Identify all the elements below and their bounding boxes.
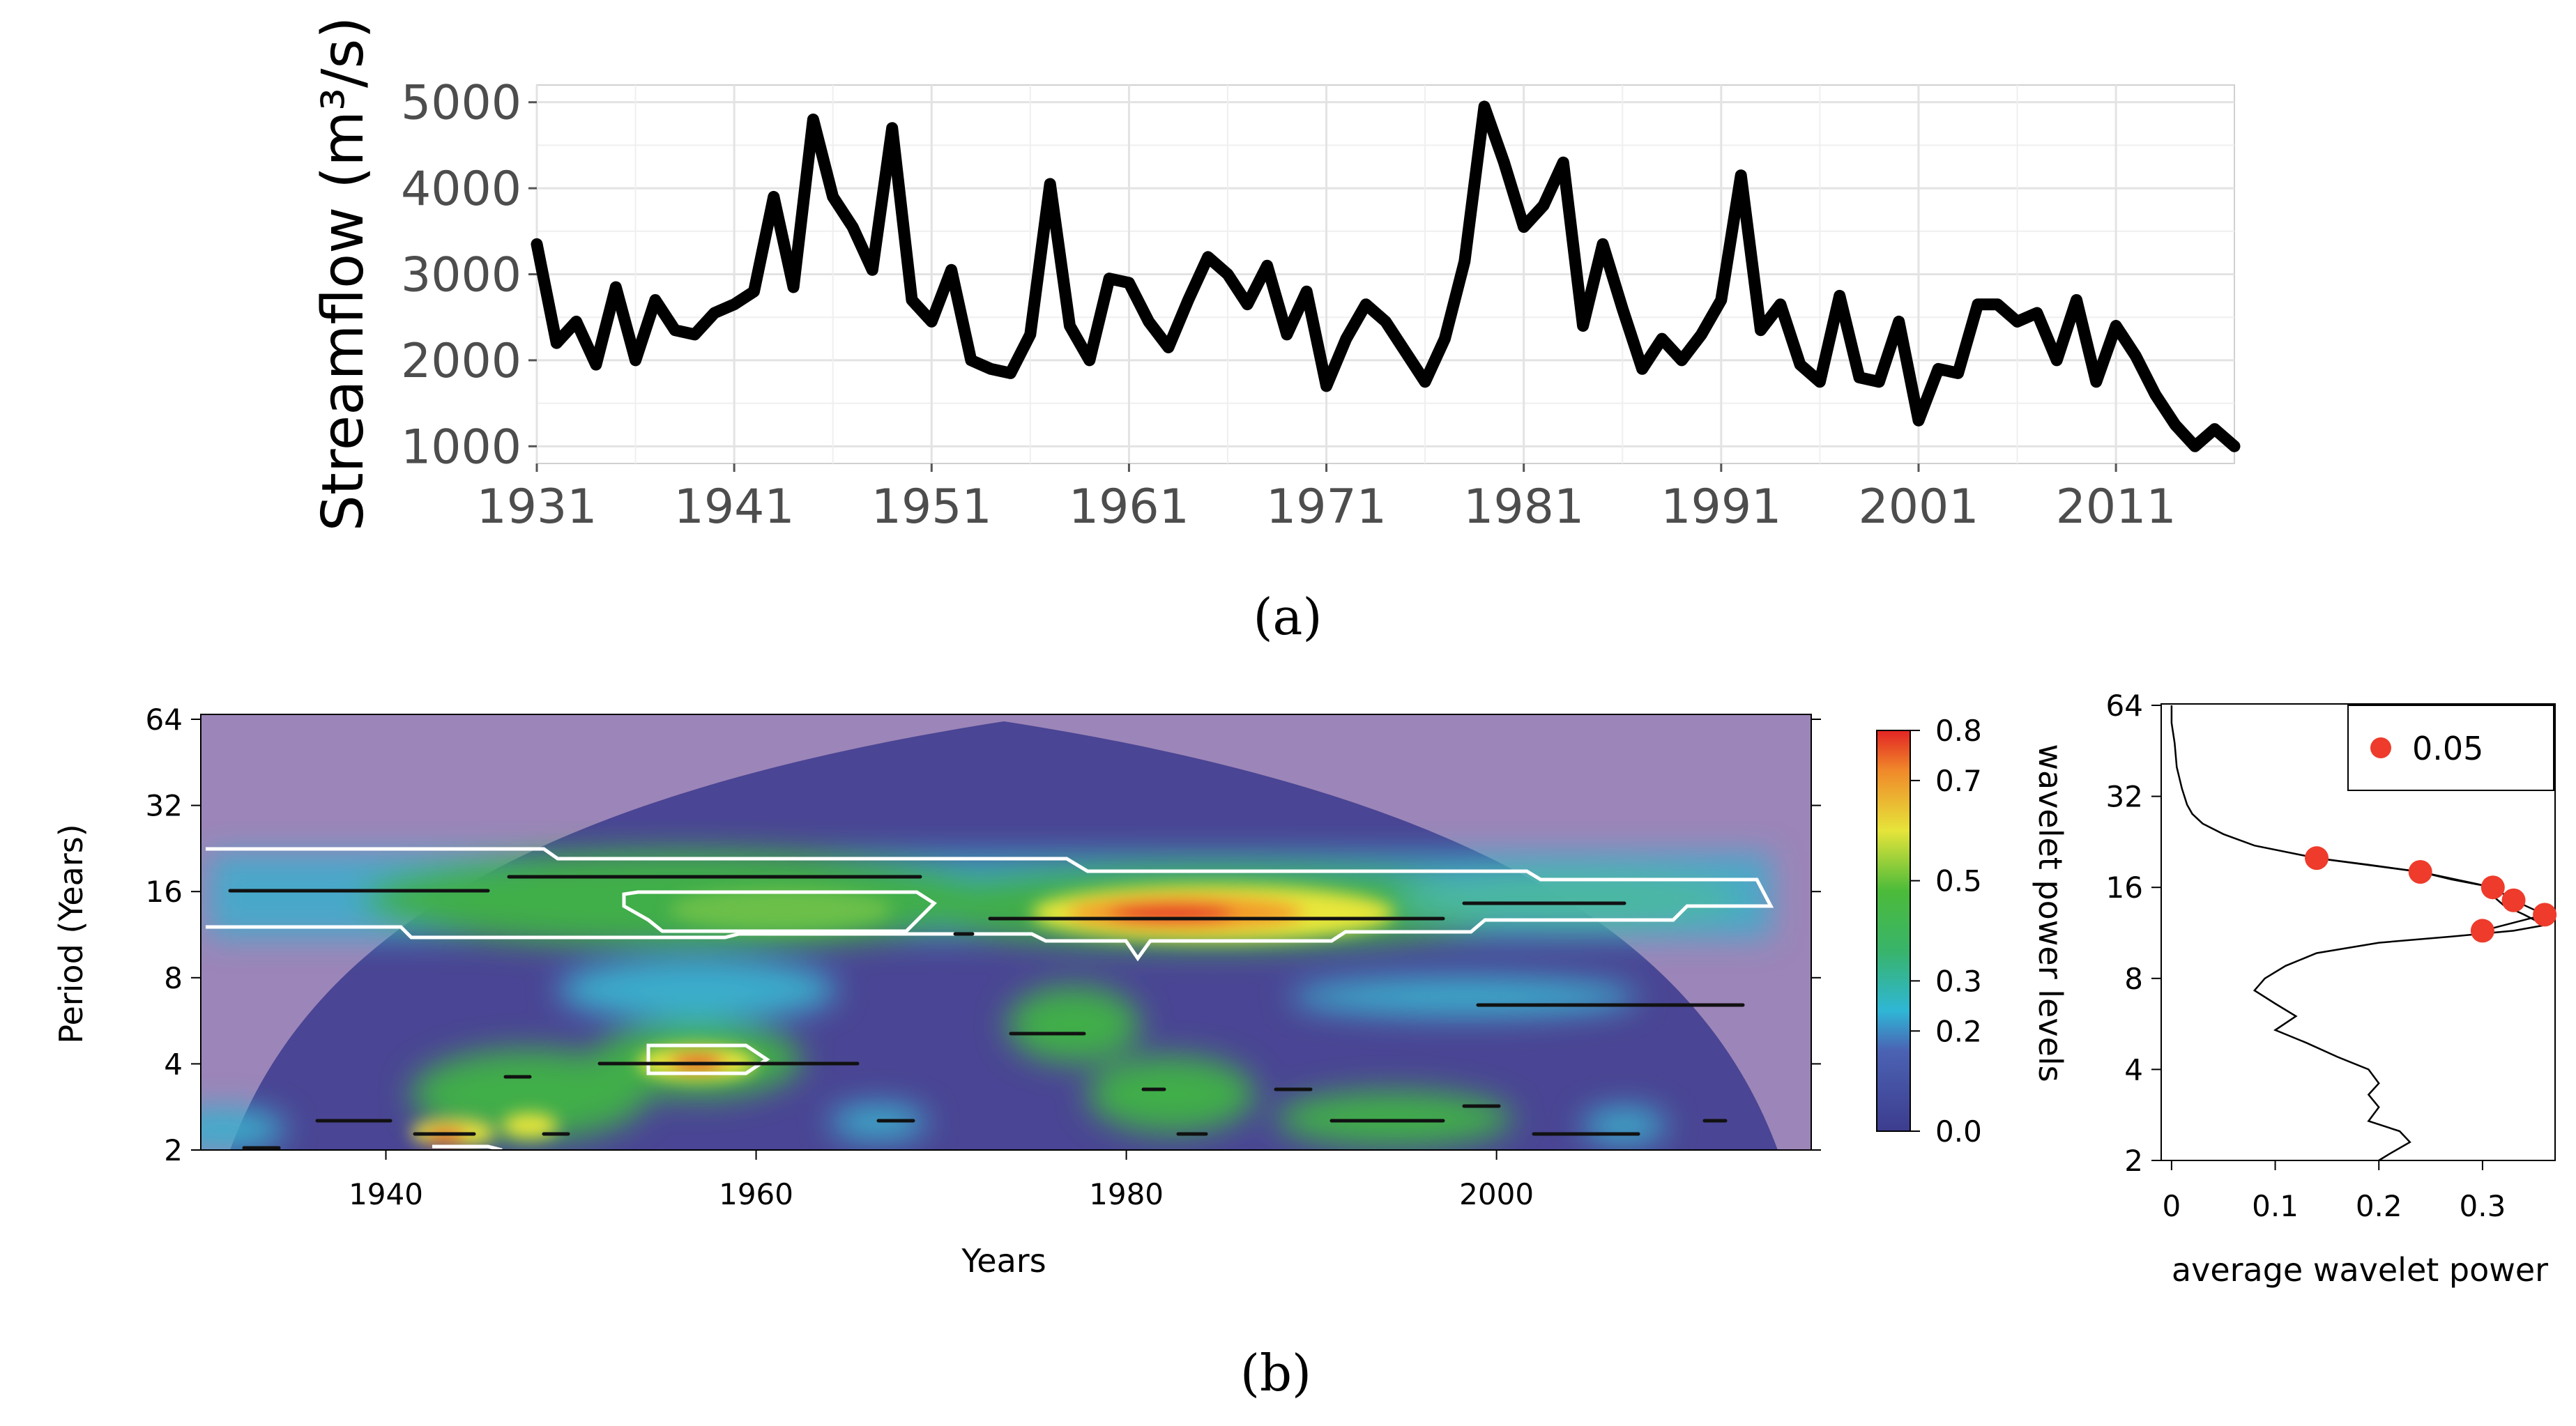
gws-y-tick-label: 4 [2124,1052,2143,1087]
gws-significant-point [2408,860,2432,884]
x-tick-label: 1941 [674,480,795,535]
ridge-lines [228,875,1745,1150]
heatmap-x-tick-label: 1980 [1089,1177,1164,1211]
x-tick-label: 1931 [476,480,597,535]
y-tick-label: 4000 [401,162,521,217]
x-tick-label: 1951 [871,480,992,535]
panel-b-heatmap: 2 4 8 16 32 64 1940 1960 1980 2000 Years Period … [52,703,1821,1280]
colorbar-tick-label: 0.7 [1935,764,1982,798]
heatmap-x-ticks: 1940 1960 1980 2000 [349,1150,1534,1211]
gws-significant-point [2470,919,2494,943]
heatmap-y-tick-label: 32 [146,789,183,823]
colorbar-tick-label: 0.8 [1935,714,1982,748]
gws-legend-marker [2370,737,2391,758]
x-tick-label: 1981 [1463,480,1584,535]
colorbar-ticks: 0.0 0.2 0.3 0.5 0.7 0.8 [1910,714,1982,1149]
colorbar-scale [1876,730,1911,1132]
heatmap-x-tick-label: 2000 [1459,1177,1534,1211]
gws-y-tick-label: 2 [2124,1144,2143,1178]
panel-a-ylabel: Streamflow (m³/s) [310,17,376,532]
y-tick-label: 2000 [401,334,521,389]
x-tick-label: 1971 [1266,480,1387,535]
panel-a: 1000 2000 3000 4000 5000 1931 1941 1951 1961 197… [310,17,2241,646]
gws-significant-point [2480,875,2505,900]
gws-y-tick-label: 64 [2106,689,2143,723]
gws-frame [2160,703,2556,1161]
panel-b-global-spectrum: 0.05 2 4 8 16 32 64 0 0.1 0.2 0.3 average wavele… [2106,689,2557,1289]
heatmap-y-tick-label: 4 [164,1047,183,1081]
gws-significant-points [2305,846,2557,943]
significance-contours [206,847,1774,1150]
heatmap-frame [200,714,1812,1151]
heatmap-y-tick-label: 8 [164,961,183,995]
heatmap-y-tick-label: 64 [146,703,183,737]
panel-b-label: (b) [1240,1344,1311,1402]
gws-significant-point [2501,888,2526,912]
y-tick-label: 3000 [401,248,521,303]
colorbar-label: wavelet power levels [2032,744,2069,1082]
colorbar-tick-label: 0.3 [1935,964,1982,998]
gws-y-tick-label: 8 [2124,962,2143,996]
heatmap-y-tick-label: 2 [164,1133,183,1167]
y-tick-label: 5000 [401,76,521,131]
gws-x-tick-label: 0 [2163,1189,2181,1223]
panel-a-label: (a) [1253,588,1322,646]
heatmap-y-ticks: 2 4 8 16 32 64 [146,703,1821,1167]
gws-x-tick-label: 0.2 [2356,1189,2402,1223]
heatmap-xlabel: Years [961,1242,1046,1280]
x-tick-label: 1961 [1069,480,1189,535]
gws-x-tick-label: 0.1 [2252,1189,2299,1223]
gws-significant-point [2305,846,2329,871]
gws-x-tick-label: 0.3 [2460,1189,2506,1223]
gws-xlabel: average wavelet power [2172,1251,2548,1289]
x-tick-label: 1991 [1661,480,1781,535]
colorbar: 0.0 0.2 0.3 0.5 0.7 0.8 wavelet power levels [1876,714,2069,1149]
x-tick-label: 2011 [2056,480,2177,535]
gws-x-ticks: 0 0.1 0.2 0.3 [2163,1160,2506,1223]
gws-y-ticks: 2 4 8 16 32 64 [2106,689,2161,1178]
gws-significant-point [2533,903,2557,927]
gws-legend-label: 0.05 [2412,730,2483,767]
gws-y-tick-label: 32 [2106,780,2143,814]
heatmap-x-tick-label: 1940 [349,1177,423,1211]
colorbar-tick-label: 0.0 [1935,1114,1982,1149]
heatmap-x-tick-label: 1960 [719,1177,793,1211]
x-tick-label: 2001 [1858,480,1979,535]
streamflow-line [531,100,2241,452]
heatmap-y-tick-label: 16 [146,875,183,909]
heatmap-ylabel: Period (Years) [52,824,90,1043]
gws-y-tick-label: 16 [2106,871,2143,905]
colorbar-tick-label: 0.2 [1935,1014,1982,1048]
panel-a-x-ticks: 1931 1941 1951 1961 1971 1981 1991 2001 2011 [476,463,2177,535]
y-tick-label: 1000 [401,420,521,475]
panel-a-y-ticks: 1000 2000 3000 4000 5000 [401,76,537,475]
colorbar-tick-label: 0.5 [1935,864,1982,898]
